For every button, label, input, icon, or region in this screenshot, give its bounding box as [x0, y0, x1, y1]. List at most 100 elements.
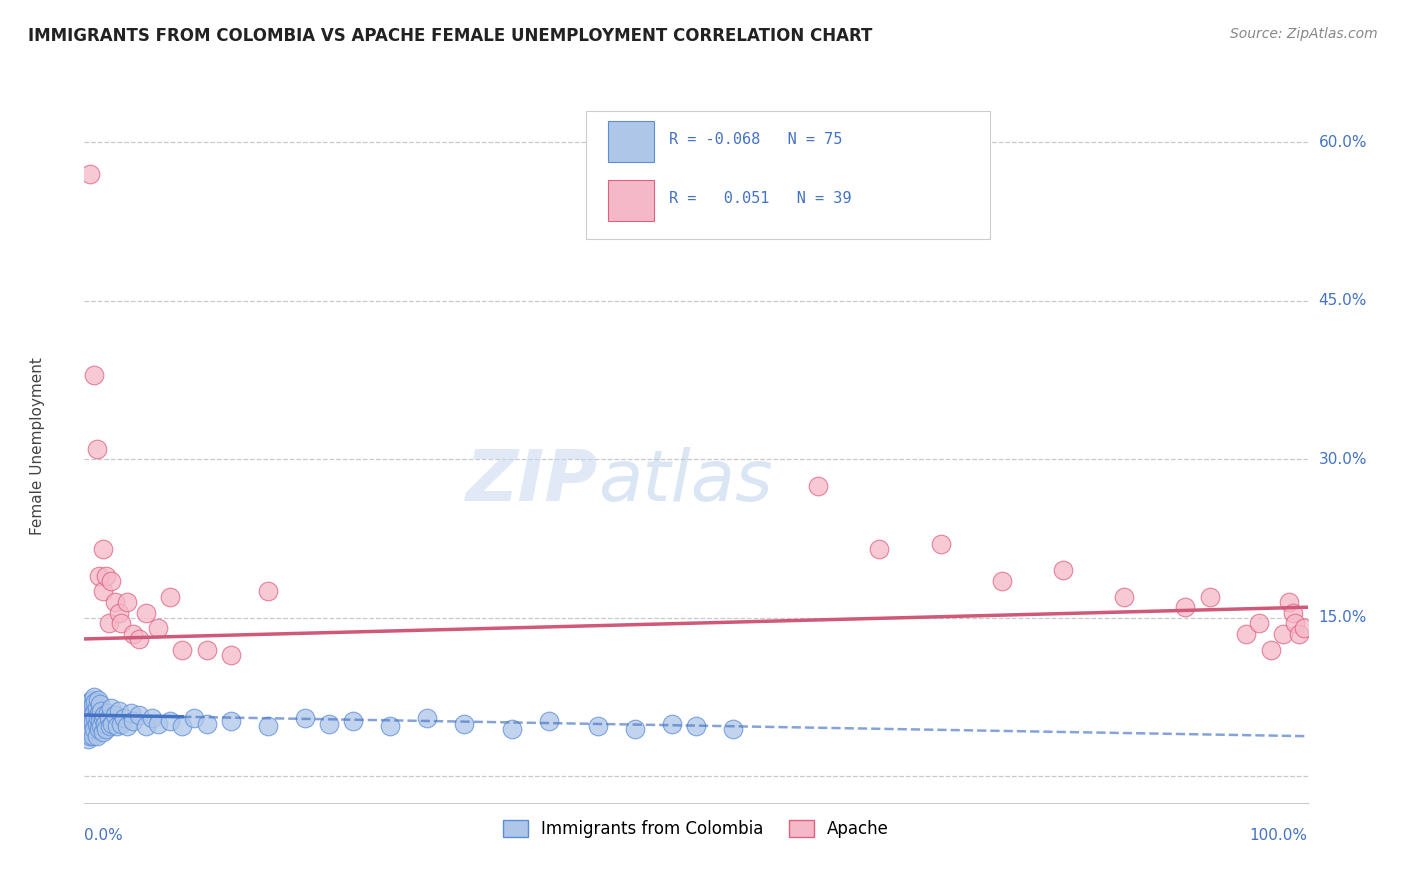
Text: 100.0%: 100.0%	[1250, 828, 1308, 843]
Point	[128, 708, 150, 723]
Point	[135, 718, 157, 732]
Point	[100, 700, 122, 714]
Point	[93, 708, 115, 723]
Point	[105, 718, 128, 732]
Point	[342, 714, 364, 729]
Point	[183, 711, 205, 725]
Point	[80, 723, 103, 738]
Point	[624, 722, 647, 736]
Point	[79, 716, 101, 731]
Point	[294, 711, 316, 725]
Point	[77, 706, 100, 720]
Point	[257, 584, 280, 599]
FancyBboxPatch shape	[607, 180, 654, 221]
Text: 0.0%: 0.0%	[84, 828, 124, 843]
Text: R = -0.068   N = 75: R = -0.068 N = 75	[669, 132, 842, 146]
Point	[1236, 626, 1258, 640]
Point	[159, 714, 181, 729]
Point	[86, 729, 108, 743]
Point	[146, 621, 169, 635]
Point	[77, 695, 100, 709]
Point	[416, 711, 439, 725]
Point	[87, 706, 110, 720]
Point	[79, 700, 101, 714]
Point	[79, 167, 101, 181]
Point	[87, 722, 110, 736]
Point	[83, 722, 105, 736]
Point	[1278, 595, 1301, 609]
Point	[219, 714, 242, 729]
Text: Source: ZipAtlas.com: Source: ZipAtlas.com	[1230, 27, 1378, 41]
Point	[135, 606, 157, 620]
Point	[661, 716, 683, 731]
Point	[91, 711, 114, 725]
Point	[107, 606, 129, 620]
Point	[1198, 590, 1220, 604]
Point	[453, 716, 475, 731]
Point	[97, 616, 120, 631]
Point	[87, 568, 110, 582]
Point	[107, 704, 129, 718]
Point	[86, 716, 108, 731]
Point	[82, 729, 104, 743]
Point	[91, 542, 114, 557]
Point	[79, 729, 101, 743]
FancyBboxPatch shape	[586, 111, 990, 239]
Point	[195, 642, 218, 657]
Point	[115, 595, 138, 609]
Point	[112, 711, 135, 725]
Point	[80, 693, 103, 707]
Point	[869, 542, 891, 557]
Point	[318, 716, 340, 731]
Point	[104, 595, 127, 609]
Point	[89, 714, 111, 729]
Point	[82, 714, 104, 729]
Point	[100, 574, 122, 588]
Point	[87, 711, 110, 725]
Point	[219, 648, 242, 662]
Point	[84, 711, 107, 725]
Point	[77, 711, 100, 725]
Point	[115, 718, 138, 732]
Point	[146, 716, 169, 731]
Point	[82, 698, 104, 712]
Point	[96, 568, 118, 582]
Text: IMMIGRANTS FROM COLOMBIA VS APACHE FEMALE UNEMPLOYMENT CORRELATION CHART: IMMIGRANTS FROM COLOMBIA VS APACHE FEMAL…	[28, 27, 873, 45]
Point	[89, 698, 111, 712]
Point	[87, 693, 110, 707]
Point	[1114, 590, 1136, 604]
Point	[807, 478, 830, 492]
Point	[91, 725, 114, 739]
Point	[195, 716, 218, 731]
Point	[1272, 626, 1295, 640]
Point	[1282, 606, 1305, 620]
Text: 45.0%: 45.0%	[1319, 293, 1367, 308]
Point	[586, 718, 609, 732]
Point	[90, 704, 112, 718]
Point	[110, 716, 132, 731]
Point	[76, 727, 98, 741]
Point	[1288, 626, 1310, 640]
Point	[120, 706, 142, 720]
Legend: Immigrants from Colombia, Apache: Immigrants from Colombia, Apache	[496, 813, 896, 845]
Point	[83, 368, 105, 382]
Point	[141, 711, 163, 725]
Point	[83, 706, 105, 720]
Point	[77, 722, 100, 736]
Point	[159, 590, 181, 604]
Point	[86, 700, 108, 714]
Point	[98, 718, 121, 732]
Point	[1260, 642, 1282, 657]
Text: ZIP: ZIP	[465, 447, 598, 516]
Point	[77, 727, 100, 741]
Point	[97, 706, 120, 720]
Point	[1284, 616, 1306, 631]
Point	[721, 722, 744, 736]
Point	[90, 718, 112, 732]
Point	[172, 642, 194, 657]
Point	[538, 714, 561, 729]
Point	[257, 718, 280, 732]
Point	[83, 690, 105, 704]
Point	[685, 718, 707, 732]
Point	[110, 616, 132, 631]
